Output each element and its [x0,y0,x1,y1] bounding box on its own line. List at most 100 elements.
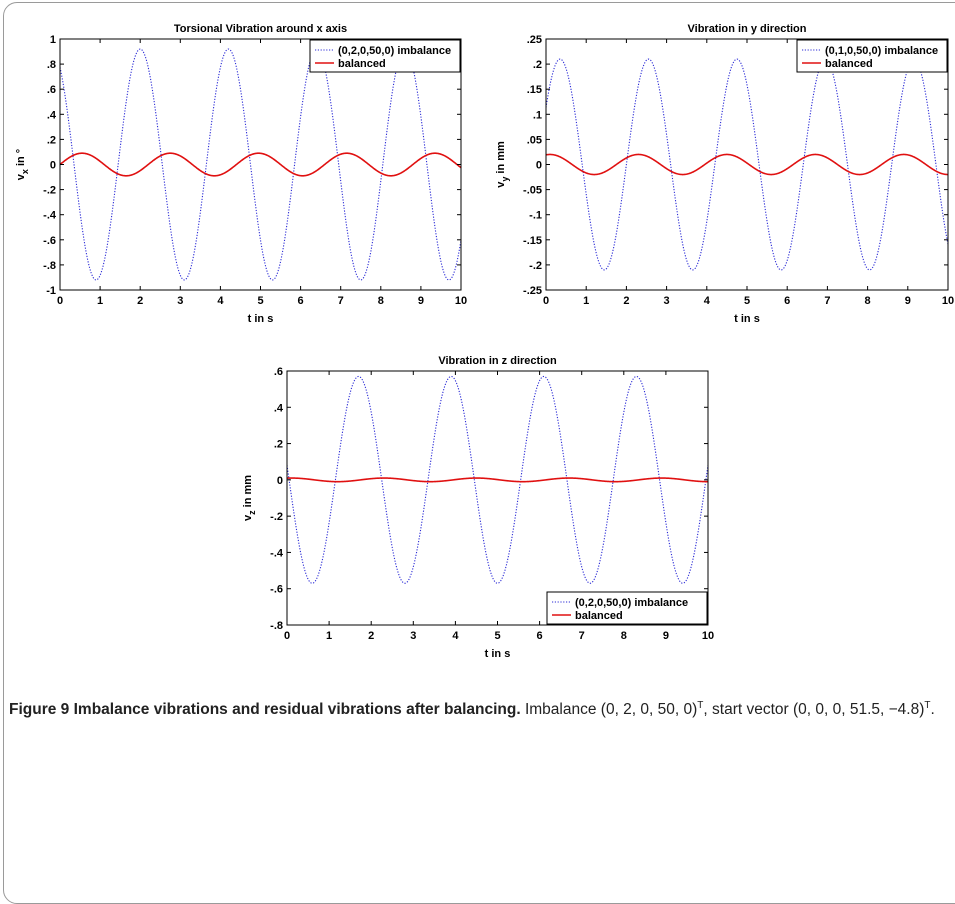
y-tick-label: -.2 [43,185,56,197]
y-axis-label: vx in ° [15,149,30,180]
x-tick-label: 5 [257,295,263,307]
y-tick-label: -.8 [270,620,283,632]
chart-title: Vibration in y direction [688,23,807,35]
x-tick-label: 8 [621,630,627,642]
y-tick-label: -.05 [523,185,542,197]
x-tick-label: 0 [284,630,290,642]
x-tick-label: 9 [663,630,669,642]
x-tick-label: 4 [704,295,711,307]
caption-label: Figure 9 [9,701,70,719]
series-line-imbalance [546,58,948,271]
x-tick-label: 7 [338,295,344,307]
legend-label: balanced [825,58,873,70]
x-tick-label: 6 [537,630,543,642]
y-tick-label: -.2 [270,511,283,523]
y-tick-label: .2 [274,439,283,451]
series-group [60,48,461,281]
y-tick-label: -.4 [270,547,284,559]
x-tick-label: 0 [543,295,549,307]
y-tick-label: -.1 [529,210,542,222]
caption-sup-2: T [924,700,931,711]
series-line-balanced [60,152,461,177]
x-tick-label: 3 [664,295,670,307]
y-axis-label: vz in mm [242,475,257,521]
x-tick-label: 1 [326,630,332,642]
x-tick-label: 10 [455,295,467,307]
caption-text-1: Imbalance (0, 2, 0, 50, 0) [524,701,698,719]
series-line-balanced [287,477,708,483]
caption-sup-1: T [697,700,704,711]
x-tick-label: 0 [57,295,63,307]
chart-vibration-y: Vibration in y direction 0 1 2 3 4 5 6 7 8 9 10 -.25… [495,23,954,325]
y-tick-label: .15 [527,84,542,96]
axes-box [286,370,709,626]
caption-title: Imbalance vibrations and residual vibrat… [73,701,521,719]
x-tick-label: 4 [452,630,459,642]
y-tick-label: .05 [527,134,542,146]
y-tick-label: .4 [274,402,284,414]
y-tick-label: .6 [47,84,56,96]
chart-title: Vibration in z direction [438,355,557,367]
x-tick-label: 3 [177,295,183,307]
x-tick-label: 10 [702,630,714,642]
legend-box [796,39,948,73]
y-tick-label: -.6 [270,584,283,596]
chart-title: Torsional Vibration around x axis [174,23,347,35]
y-tick-label: .1 [533,109,542,121]
x-tick-label: 4 [217,295,224,307]
y-tick-label: .8 [47,59,56,71]
y-tick-label: .2 [533,59,542,71]
y-axis-label: vy in mm [495,141,510,188]
y-tick-label: -.2 [529,260,542,272]
legend-box [546,591,708,625]
series-group [546,58,948,271]
y-tick-label: -.15 [523,235,542,247]
y-tick-label: .6 [274,366,283,378]
legend-label: (0,1,0,50,0) imbalance [825,45,938,57]
x-tick-label: 1 [583,295,589,307]
x-tick-label: 10 [942,295,954,307]
legend-label: balanced [575,610,623,622]
series-line-balanced [546,153,948,176]
chart-vibration-z: Vibration in z direction 0 1 2 3 4 5 6 7 8 9 10 -.8 -… [242,355,714,660]
x-axis-label: t in s [248,313,274,325]
y-tick-label: -.6 [43,235,56,247]
legend-label: (0,2,0,50,0) imbalance [575,597,688,609]
x-tick-label: 8 [865,295,871,307]
x-tick-label: 5 [744,295,750,307]
figure-caption: Figure 9 Imbalance vibrations and residu… [9,695,944,721]
series-line-imbalance [287,375,708,584]
legend-label: balanced [338,58,386,70]
legend-box [309,39,461,73]
figure-plots: Torsional Vibration around x axis 0 1 2 3 4 5 6… [15,23,954,660]
axes-box [545,38,949,291]
y-tick-label: 0 [277,475,283,487]
y-tick-label: -.8 [43,260,56,272]
legend-label: (0,2,0,50,0) imbalance [338,45,451,57]
y-tick-label: -.4 [43,210,57,222]
x-tick-label: 2 [137,295,143,307]
x-axis-label: t in s [734,313,760,325]
x-axis-label: t in s [485,648,511,660]
caption-text-3: . [930,701,935,719]
x-tick-label: 6 [298,295,304,307]
x-tick-label: 7 [579,630,585,642]
x-tick-label: 2 [623,295,629,307]
x-tick-label: 8 [378,295,384,307]
y-tick-label: -.25 [523,285,542,297]
x-tick-label: 1 [97,295,103,307]
series-line-imbalance [60,48,461,281]
x-tick-label: 9 [905,295,911,307]
y-tick-label: -1 [46,285,56,297]
x-tick-label: 2 [368,630,374,642]
x-tick-label: 3 [410,630,416,642]
chart-torsional-x: Torsional Vibration around x axis 0 1 2 3 4 5 6… [15,23,467,325]
y-tick-label: 0 [50,160,56,172]
x-tick-label: 7 [824,295,830,307]
x-tick-label: 9 [418,295,424,307]
caption-text-2: , start vector (0, 0, 0, 51.5, −4.8) [703,701,925,719]
y-tick-label: .2 [47,134,56,146]
